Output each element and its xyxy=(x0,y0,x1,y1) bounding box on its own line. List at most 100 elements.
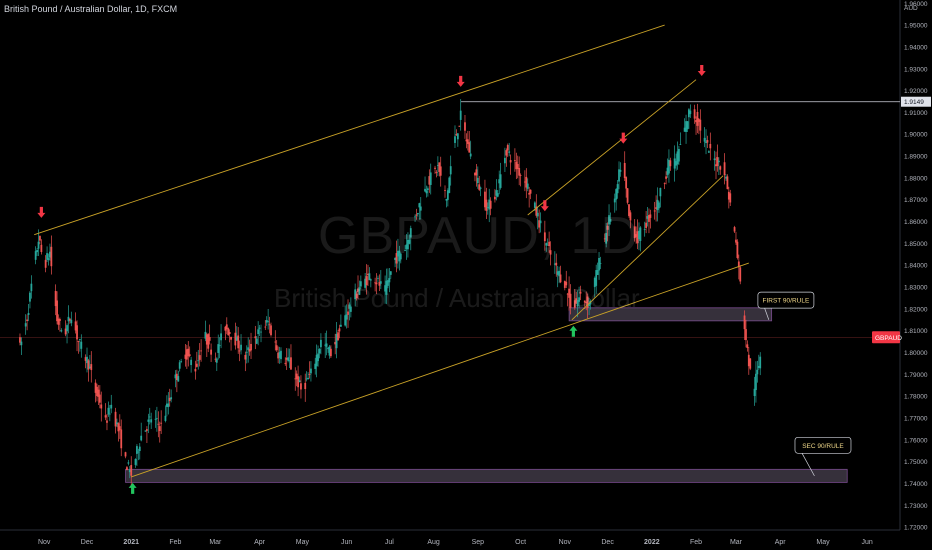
candle-body xyxy=(235,336,238,341)
candle-body xyxy=(555,262,558,266)
candle-body xyxy=(616,184,619,194)
candle-body xyxy=(509,160,512,163)
candle-body xyxy=(623,163,626,179)
candle-body xyxy=(747,354,750,367)
candle-body xyxy=(705,141,707,144)
candle-body xyxy=(59,318,61,321)
candle-body xyxy=(287,357,290,361)
candle-body xyxy=(545,243,548,246)
candle-body xyxy=(639,227,642,241)
candle-body xyxy=(348,304,351,309)
candle-body xyxy=(64,328,67,335)
candle-body xyxy=(743,315,746,330)
candle-body xyxy=(696,111,699,126)
candle-body xyxy=(86,356,88,364)
y-tick-label: 1.74000 xyxy=(904,481,928,488)
candle-body xyxy=(665,176,667,179)
candle-body xyxy=(655,207,658,209)
candle-body xyxy=(310,368,312,374)
candle-body xyxy=(753,388,756,396)
candle-body xyxy=(215,358,218,363)
candle-body xyxy=(715,164,717,167)
candle-body xyxy=(526,183,529,189)
candle-body xyxy=(118,426,121,431)
candle-body xyxy=(439,166,442,176)
candle-body xyxy=(508,151,511,153)
candle-body xyxy=(394,257,396,260)
candle-body xyxy=(154,418,157,420)
candle-body xyxy=(227,328,230,336)
candle-body xyxy=(335,333,338,349)
candle-body xyxy=(683,127,686,132)
candle-body xyxy=(185,349,188,360)
candle-body xyxy=(566,293,569,295)
candle-body xyxy=(668,159,670,174)
candle-body xyxy=(449,166,452,175)
candle-body xyxy=(515,161,518,170)
candle-body xyxy=(745,329,747,341)
candle-body xyxy=(220,333,222,341)
candles xyxy=(19,99,762,486)
candle-body xyxy=(506,145,509,151)
candle-body xyxy=(126,467,128,471)
candle-body xyxy=(675,161,677,166)
candle-body xyxy=(407,239,409,250)
candle-body xyxy=(190,359,193,366)
candle-body xyxy=(733,227,736,232)
candle-body xyxy=(529,189,532,194)
candle-body xyxy=(240,344,242,351)
candle-body xyxy=(177,376,180,382)
x-tick-label: Sep xyxy=(472,539,485,546)
candle-body xyxy=(257,329,260,335)
candle-body xyxy=(54,290,57,307)
candle-body xyxy=(344,315,347,326)
level-price-text: 1.9149 xyxy=(904,99,924,106)
candle-body xyxy=(274,341,277,343)
candle-body xyxy=(359,281,362,287)
candle-body xyxy=(458,125,461,127)
candle-body xyxy=(523,181,526,183)
candle-body xyxy=(218,345,221,347)
candle-body xyxy=(375,282,378,285)
x-tick-label: Apr xyxy=(775,539,787,546)
candle-body xyxy=(408,239,411,244)
candle-body xyxy=(164,415,167,421)
candle-body xyxy=(225,324,228,330)
candle-body xyxy=(703,137,706,142)
candle-body xyxy=(178,362,181,369)
candle-body xyxy=(107,407,110,415)
candle-body xyxy=(633,226,636,239)
x-tick-label: Mar xyxy=(209,539,222,546)
candle-body xyxy=(94,382,97,393)
y-tick-label: 1.79000 xyxy=(904,372,928,379)
candle-body xyxy=(205,334,208,345)
candle-body xyxy=(434,167,436,169)
candle-body xyxy=(314,363,317,369)
x-tick-label: Feb xyxy=(169,539,181,546)
y-tick-label: 1.72000 xyxy=(904,525,928,532)
candle-body xyxy=(673,158,676,169)
y-tick-label: 1.93000 xyxy=(904,66,928,73)
candle-body xyxy=(404,250,406,252)
last-price-tag xyxy=(872,331,900,344)
candle-body xyxy=(578,297,580,302)
candle-body xyxy=(625,177,628,189)
candle-body xyxy=(384,285,387,292)
candle-body xyxy=(217,344,220,353)
candle-body xyxy=(735,239,737,243)
candle-body xyxy=(485,199,488,211)
y-tick-label: 1.83000 xyxy=(904,285,928,292)
candle-body xyxy=(97,389,100,397)
candle-body xyxy=(297,376,299,388)
candle-body xyxy=(603,238,606,240)
candle-body xyxy=(559,274,562,283)
candle-body xyxy=(148,416,151,418)
x-tick-label: Apr xyxy=(254,539,266,546)
candle-body xyxy=(345,314,348,320)
candle-body xyxy=(284,362,287,364)
candle-body xyxy=(318,349,321,354)
candle-body xyxy=(250,343,252,351)
candle-body xyxy=(194,368,197,372)
candle-body xyxy=(719,166,722,170)
